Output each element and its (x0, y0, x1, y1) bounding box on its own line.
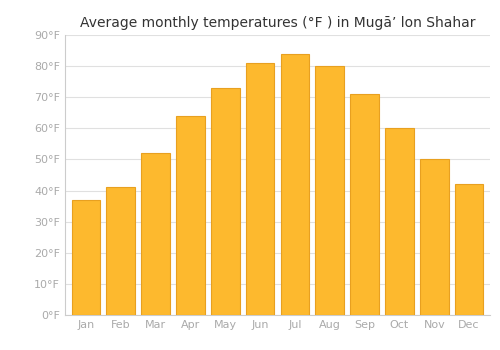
Bar (316, 66, 344, 315)
Bar (176, 116, 204, 315)
Bar (142, 153, 170, 315)
Bar (385, 128, 414, 315)
Bar (420, 160, 448, 315)
Bar (350, 94, 379, 315)
Bar (455, 184, 484, 315)
Bar (280, 54, 309, 315)
Bar (211, 88, 240, 315)
Bar (72, 200, 100, 315)
Title: Average monthly temperatures (°F ) in Mugāʼ lon Shahar: Average monthly temperatures (°F ) in Mu… (80, 16, 475, 30)
Bar (106, 188, 135, 315)
Bar (246, 63, 274, 315)
